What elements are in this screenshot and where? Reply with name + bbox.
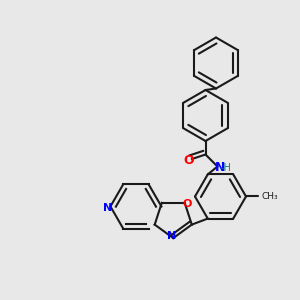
Text: O: O — [184, 154, 194, 167]
Text: CH₃: CH₃ — [261, 192, 278, 201]
Text: N: N — [215, 161, 225, 175]
Text: N: N — [167, 231, 176, 241]
Text: -H: -H — [220, 163, 231, 173]
Text: N: N — [103, 203, 112, 213]
Text: O: O — [182, 199, 192, 209]
